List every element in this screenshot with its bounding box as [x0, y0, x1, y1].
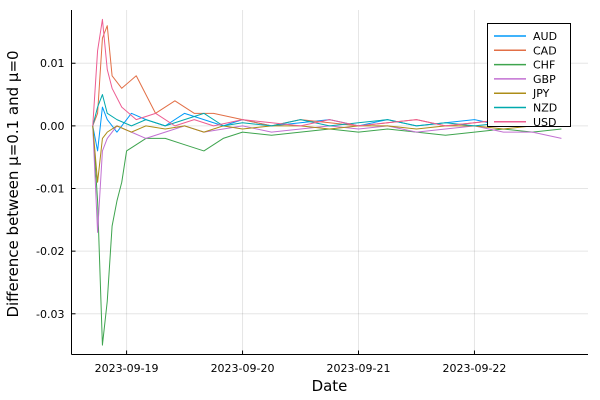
x-axis-title: Date [312, 377, 348, 395]
y-tick-label: 0.00 [40, 120, 65, 133]
y-tick-label: 0.01 [40, 57, 65, 70]
series-line-gbp [92, 125, 562, 233]
series-line-chf [92, 125, 562, 346]
y-tick-label: -0.01 [36, 183, 64, 196]
legend-label-usd: USD [533, 116, 557, 129]
x-tick-label: 2023-09-22 [442, 362, 506, 375]
legend-box [487, 23, 571, 127]
legend-label-cad: CAD [533, 44, 557, 57]
legend-label-nzd: NZD [533, 102, 557, 115]
x-tick-label: 2023-09-21 [327, 362, 391, 375]
series-layer [92, 18, 562, 346]
legend-label-chf: CHF [533, 59, 555, 72]
x-tick-label: 2023-09-20 [211, 362, 275, 375]
axes [71, 10, 588, 355]
legend-label-gbp: GBP [533, 73, 556, 86]
series-line-nzd [92, 94, 562, 127]
legend-label-aud: AUD [533, 30, 557, 43]
ticks: 2023-09-19 2023-09-20 2023-09-21 2023-09-22… [36, 57, 506, 375]
y-tick-label: -0.03 [36, 308, 64, 321]
y-axis-title: Difference between μ=0.1 and μ=0 [4, 50, 22, 317]
x-tick-label: 2023-09-19 [95, 362, 159, 375]
series-line-jpy [92, 125, 562, 183]
series-line-usd [92, 18, 562, 127]
legend-label-jpy: JPY [532, 87, 550, 100]
y-tick-label: -0.02 [36, 245, 64, 258]
